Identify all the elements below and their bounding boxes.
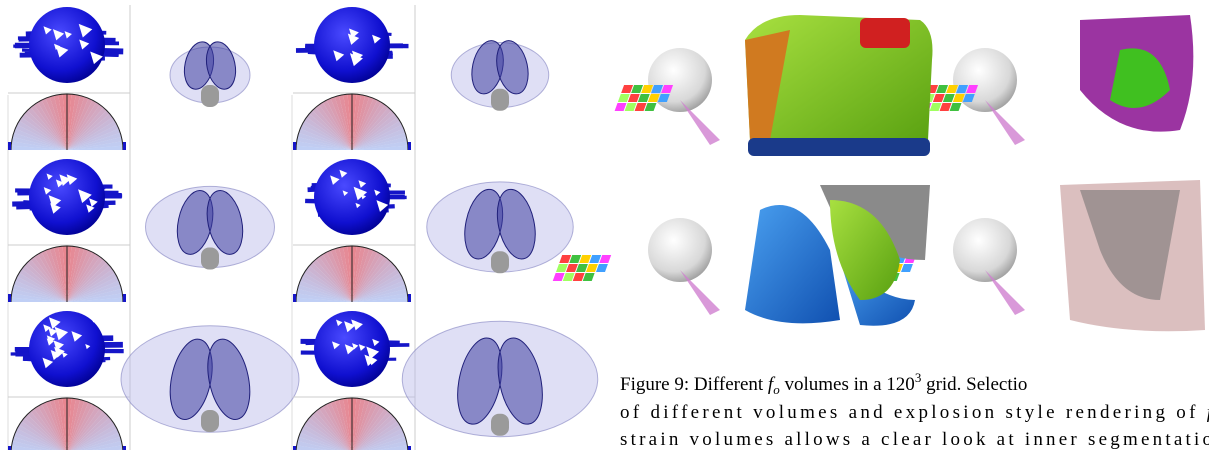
volume-core — [491, 414, 509, 436]
fan-marker — [293, 294, 296, 302]
glyph-arrow — [985, 270, 1025, 315]
sphere-glyph — [29, 311, 105, 387]
fan-marker — [408, 294, 411, 302]
glyph-cell — [559, 255, 571, 263]
glyph-cell — [566, 264, 578, 272]
glyph-cell — [563, 273, 575, 281]
caption-text: grid. Selectio — [921, 374, 1027, 395]
caption: Figure 9: Different fo volumes in a 1203… — [620, 370, 1209, 450]
glyph-sphere — [648, 218, 712, 282]
render-blue — [745, 205, 840, 323]
fan-marker — [8, 446, 11, 450]
glyph-sphere — [953, 218, 1017, 282]
volume-core — [201, 85, 219, 107]
glyph-cell — [628, 94, 640, 102]
caption-text: of different volumes and explosion style… — [620, 402, 1203, 423]
fan-marker — [123, 294, 126, 302]
fan-marker — [293, 446, 296, 450]
glyph-cell — [631, 85, 643, 93]
volume-core — [201, 410, 219, 432]
glyph-cell — [625, 103, 637, 111]
glyph-cell — [638, 94, 650, 102]
render-base — [748, 138, 930, 156]
glyph-cell — [936, 85, 948, 93]
caption-text: strain volumes allows a clear look at in… — [620, 429, 1209, 450]
fan-marker — [8, 142, 11, 150]
glyph-cell — [553, 273, 565, 281]
glyph-cell — [940, 103, 952, 111]
glyph-cell — [615, 103, 627, 111]
fan-marker — [293, 142, 296, 150]
glyph-cell — [576, 264, 588, 272]
caption-line: strain volumes allows a clear look at in… — [620, 429, 1209, 450]
fan-marker — [123, 446, 126, 450]
right-figure — [553, 15, 1205, 331]
glyph-cell — [583, 273, 595, 281]
glyph-cell — [950, 103, 962, 111]
glyph-cell — [635, 103, 647, 111]
fan-marker — [123, 142, 126, 150]
glyph-sphere — [953, 48, 1017, 112]
glyph-cell — [573, 273, 585, 281]
glyph-cell — [586, 264, 598, 272]
glyph-cell — [621, 85, 633, 93]
glyph-arrow — [680, 270, 720, 315]
glyph-cell — [943, 94, 955, 102]
sphere-glyph — [314, 7, 390, 83]
glyph-cell — [618, 94, 630, 102]
glyph-cell — [556, 264, 568, 272]
figure-page: Figure 9: Different fo volumes in a 1203… — [0, 0, 1209, 450]
left-figure — [8, 5, 598, 450]
glyph-cell — [901, 264, 913, 272]
glyph-arrow — [680, 100, 720, 145]
sphere-glyph — [314, 159, 390, 235]
caption-line: Figure 9: Different fo volumes in a 1203… — [620, 370, 1027, 397]
glyph-cell — [645, 103, 657, 111]
glyph-cell — [579, 255, 591, 263]
sphere-glyph — [29, 7, 105, 83]
fan-marker — [408, 446, 411, 450]
fan-marker — [8, 294, 11, 302]
glyph-arrow — [985, 100, 1025, 145]
volume-core — [491, 251, 509, 273]
caption-line: of different volumes and explosion style… — [620, 402, 1209, 423]
volume-core — [201, 248, 219, 270]
caption-text: volumes in a 120 — [780, 374, 915, 395]
fan-marker — [408, 142, 411, 150]
glyph-cell — [596, 264, 608, 272]
glyph-cell — [569, 255, 581, 263]
glyph-cell — [933, 94, 945, 102]
glyph-sphere — [648, 48, 712, 112]
render-top — [860, 18, 910, 48]
glyph-cell — [599, 255, 611, 263]
sphere-glyph — [29, 159, 105, 235]
glyph-cell — [589, 255, 601, 263]
glyph-cell — [930, 103, 942, 111]
volume-core — [491, 89, 509, 111]
caption-text: Figure 9: Different — [620, 374, 768, 395]
